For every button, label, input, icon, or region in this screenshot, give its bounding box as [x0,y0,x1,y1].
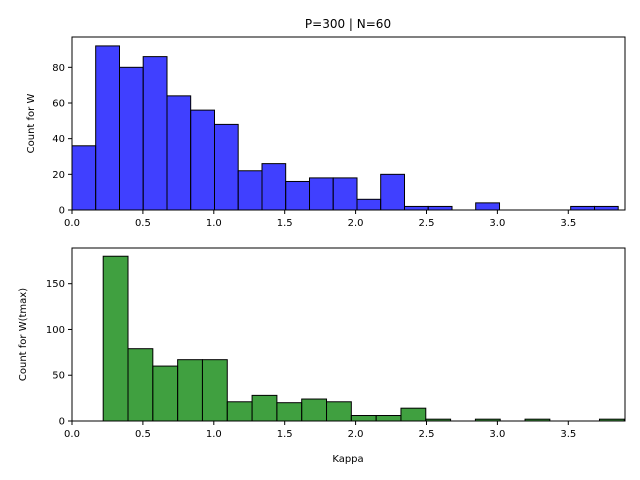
histogram-bar-top-7 [237,170,263,211]
x-tick-label-top-7: 3.5 [560,218,576,229]
histogram-bar-bottom-3 [177,359,203,422]
y-axis-label-top: Count for W [26,94,37,154]
plot-frame-bottom [71,247,626,422]
x-tick-label-top-6: 3.0 [489,218,505,229]
histogram-bar-bottom-10 [350,415,377,422]
y-ticks-top: 0 20 40 60 80 [52,63,72,217]
histogram-bar-top-9 [285,180,311,211]
y-tick-label-bottom-3: 150 [46,279,65,290]
bars-bottom [102,255,625,422]
y-tick-label-top-0: 0 [59,206,65,217]
histogram-top: 0.0 0.5 1.0 1.5 2.0 2.5 3.0 3.5 0 20 40 60 80 Count… [26,36,626,229]
x-ticks-bottom: 0.0 0.5 1.0 1.5 2.0 2.5 3.0 3.5 [64,421,576,440]
x-tick-label-top-2: 1.0 [206,218,222,229]
plot-frame-top [71,36,626,211]
x-tick-label-bottom-1: 0.5 [135,429,151,440]
x-tick-label-bottom-6: 3.0 [489,429,505,440]
chart-title-top: P=300 | N=60 [305,17,391,31]
x-tick-label-top-5: 2.5 [419,218,435,229]
y-tick-label-top-3: 60 [52,98,65,109]
x-tick-label-bottom-5: 2.5 [419,429,435,440]
x-tick-label-bottom-3: 1.5 [277,429,293,440]
histogram-bar-top-21 [570,205,596,211]
histogram-bar-top-15 [427,205,453,211]
histogram-bar-top-2 [119,66,144,211]
y-axis-label-bottom: Count for W(tmax) [18,288,29,381]
histogram-bar-bottom-5 [226,401,253,422]
histogram-bar-top-3 [142,56,168,211]
y-tick-label-top-2: 40 [52,134,65,145]
histogram-bottom: 0.0 0.5 1.0 1.5 2.0 2.5 3.0 3.5 0 50 100 150 Count… [18,247,626,465]
histogram-bar-bottom-12 [400,407,427,422]
histogram-bar-top-4 [166,95,192,211]
histogram-bar-top-10 [309,177,334,211]
histogram-bar-top-14 [404,205,429,211]
histogram-bar-bottom-6 [251,394,278,422]
histogram-bar-top-11 [332,177,358,211]
histogram-bar-bottom-1 [127,348,154,422]
x-tick-label-bottom-2: 1.0 [206,429,222,440]
x-tick-label-bottom-7: 3.5 [560,429,576,440]
histogram-bar-top-17 [475,202,501,211]
x-tick-label-top-0: 0.0 [64,218,80,229]
x-tick-label-top-3: 1.5 [277,218,293,229]
histogram-bar-top-6 [214,123,239,211]
y-tick-label-bottom-2: 100 [46,325,65,336]
x-tick-label-bottom-0: 0.0 [64,429,80,440]
bars-top [71,45,619,211]
x-ticks-top: 0.0 0.5 1.0 1.5 2.0 2.5 3.0 3.5 [64,210,576,229]
x-axis-label-bottom: Kappa [332,454,363,465]
histogram-bar-bottom-8 [301,398,328,422]
histogram-bar-top-5 [190,109,216,211]
histogram-bar-bottom-9 [326,401,352,422]
y-tick-label-bottom-1: 50 [52,371,65,382]
y-tick-label-top-1: 20 [52,170,65,181]
histogram-bar-top-1 [95,45,121,211]
x-tick-label-top-1: 0.5 [135,218,151,229]
histogram-bar-top-0 [71,145,97,211]
x-tick-label-bottom-4: 2.0 [348,429,364,440]
histogram-bar-top-13 [380,173,406,211]
y-tick-label-top-4: 80 [52,63,65,74]
histogram-bar-bottom-0 [102,255,129,422]
histogram-bar-bottom-2 [152,365,179,422]
histogram-bar-top-22 [594,205,619,211]
histogram-bar-top-8 [261,163,287,211]
y-ticks-bottom: 0 50 100 150 [46,279,72,428]
histogram-bar-top-12 [356,198,382,211]
histogram-bar-bottom-4 [201,359,228,422]
histogram-bar-bottom-7 [276,402,303,422]
x-tick-label-top-4: 2.0 [348,218,364,229]
histogram-bar-bottom-11 [375,415,402,422]
y-tick-label-bottom-0: 0 [59,417,65,428]
